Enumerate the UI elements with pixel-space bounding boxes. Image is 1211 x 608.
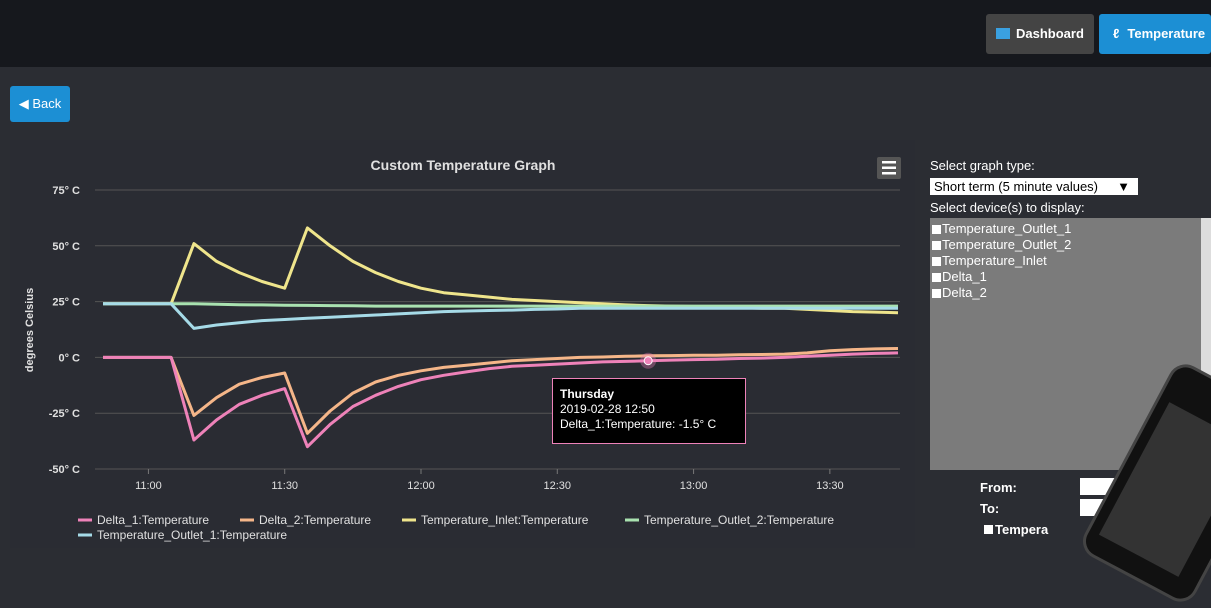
device-option[interactable]: Delta_1 — [932, 270, 987, 284]
y-tick-label: -50° C — [49, 464, 80, 476]
back-label: Back — [32, 96, 62, 111]
device-option[interactable]: Temperature_Outlet_2 — [932, 238, 1071, 252]
y-tick-label: 75° C — [52, 185, 80, 197]
nav-button[interactable]: ℓ Temperature — [1099, 14, 1211, 54]
y-tick-label: -25° C — [49, 408, 80, 420]
device-label: Temperature_Inlet — [942, 253, 1047, 268]
legend-item[interactable]: Temperature_Outlet_1:Temperature — [78, 528, 287, 542]
series-line — [103, 347, 899, 435]
side-panel: Select graph type: Short term (5 minute … — [920, 150, 1211, 608]
device-option[interactable]: Temperature_Outlet_1 — [932, 222, 1071, 236]
tooltip-day: Thursday — [560, 387, 615, 401]
tooltip: Thursday 2019-02-28 12:50 Delta_1:Temper… — [552, 378, 746, 444]
device-label: Delta_1 — [942, 269, 987, 284]
legend-item[interactable]: Delta_1:Temperature — [78, 513, 209, 527]
chart-background — [10, 140, 915, 548]
legend-item[interactable]: Delta_2:Temperature — [240, 513, 371, 527]
tooltip-time: 2019-02-28 12:50 — [560, 402, 655, 416]
hover-point — [643, 356, 653, 366]
nav-button[interactable]: Dashboard — [986, 14, 1094, 54]
y-axis-label: degrees Celsius — [24, 288, 36, 372]
x-tick-label: 11:30 — [271, 480, 298, 492]
checkbox — [932, 225, 941, 234]
x-tick-label: 13:00 — [680, 480, 708, 492]
y-tick-label: 25° C — [52, 297, 80, 309]
label: To: — [980, 501, 1000, 516]
legend-item[interactable]: Temperature_Outlet_2:Temperature — [625, 513, 834, 527]
checkbox — [932, 257, 941, 266]
x-tick-label: 13:30 — [816, 480, 844, 492]
label: Select device(s) to display: — [930, 200, 1085, 215]
checkbox — [932, 273, 941, 282]
chart-title: Custom Temperature Graph — [371, 157, 556, 173]
y-tick-label: 0° C — [58, 352, 80, 364]
select-value: Short term (5 minute values) — [934, 179, 1099, 194]
checkbox-label: Tempera — [995, 522, 1049, 537]
series-line — [103, 351, 899, 449]
x-tick-label: 12:30 — [544, 480, 572, 492]
back-button[interactable]: ◀ Back — [10, 86, 70, 122]
device-option[interactable]: Delta_2 — [932, 286, 987, 300]
device-label: Temperature_Outlet_2 — [942, 237, 1072, 252]
series-line — [103, 302, 898, 308]
device-option[interactable]: Temperature_Inlet — [932, 254, 1047, 268]
chart: Custom Temperature Graph degrees Celsius… — [10, 140, 915, 548]
checkbox — [932, 289, 941, 298]
legend-label: Temperature_Inlet:Temperature — [421, 513, 589, 527]
label: From: — [980, 480, 1017, 495]
label: Select graph type: — [930, 158, 1035, 173]
y-tick-label: 50° C — [52, 241, 80, 253]
device-label: Delta_2 — [942, 285, 987, 300]
x-tick-label: 11:00 — [135, 480, 162, 492]
nav-label: Dashboard — [1016, 26, 1084, 41]
checkbox — [932, 241, 941, 250]
legend-label: Temperature_Outlet_1:Temperature — [97, 528, 287, 542]
legend-label: Delta_1:Temperature — [97, 513, 209, 527]
nav-label: Temperature — [1127, 26, 1206, 41]
series-line — [103, 302, 898, 330]
legend-label: Temperature_Outlet_2:Temperature — [644, 513, 834, 527]
graph-type-select[interactable]: Short term (5 minute values) ▼ — [930, 178, 1138, 195]
x-tick-label: 12:00 — [407, 480, 435, 492]
device-label: Temperature_Outlet_1 — [942, 221, 1072, 236]
legend-item[interactable]: Temperature_Inlet:Temperature — [402, 513, 589, 527]
menu-icon[interactable] — [877, 157, 901, 179]
checkbox[interactable]: Tempera — [984, 522, 1048, 537]
tooltip-text: Delta_1:Temperature: -1.5° C — [560, 417, 717, 431]
legend-label: Delta_2:Temperature — [259, 513, 371, 527]
